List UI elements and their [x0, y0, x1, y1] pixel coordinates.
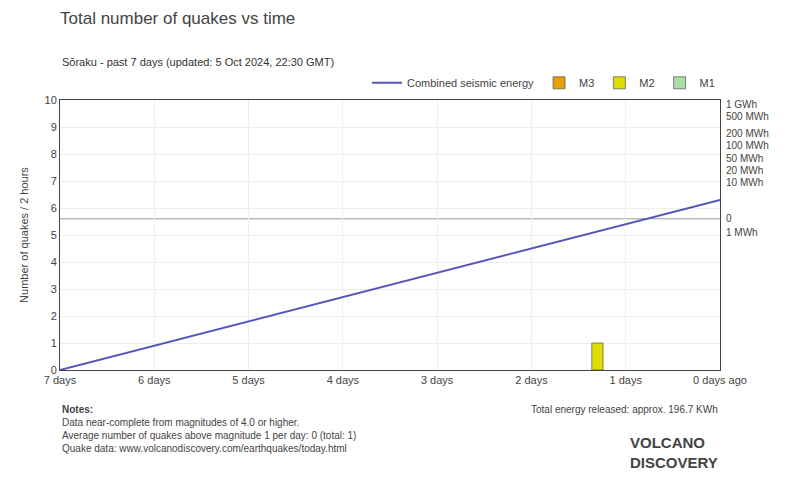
svg-text:Sōraku - past 7 days (updated:: Sōraku - past 7 days (updated: 5 Oct 202…: [62, 56, 334, 68]
svg-text:8: 8: [51, 148, 57, 160]
svg-text:M2: M2: [639, 77, 654, 89]
svg-text:1 GWh: 1 GWh: [726, 99, 757, 110]
svg-text:0: 0: [726, 213, 732, 224]
svg-text:5: 5: [51, 229, 57, 241]
svg-text:50 MWh: 50 MWh: [726, 153, 763, 164]
svg-text:2: 2: [51, 310, 57, 322]
svg-text:4 days: 4 days: [327, 374, 360, 386]
svg-text:5 days: 5 days: [232, 374, 265, 386]
svg-text:100 MWh: 100 MWh: [726, 140, 769, 151]
svg-text:0: 0: [51, 364, 57, 376]
svg-text:Number of quakes / 2 hours: Number of quakes / 2 hours: [18, 167, 30, 303]
svg-text:1 MWh: 1 MWh: [726, 227, 758, 238]
svg-text:1: 1: [51, 337, 57, 349]
svg-text:Combined seismic energy: Combined seismic energy: [407, 77, 534, 89]
svg-text:6 days: 6 days: [138, 374, 171, 386]
svg-text:VOLCANODISCOVERY: VOLCANODISCOVERY: [630, 434, 718, 471]
svg-text:M3: M3: [579, 77, 594, 89]
svg-text:6: 6: [51, 202, 57, 214]
svg-text:M1: M1: [700, 77, 715, 89]
svg-text:10 MWh: 10 MWh: [726, 177, 763, 188]
svg-text:500 MWh: 500 MWh: [726, 111, 769, 122]
svg-text:Total number of quakes vs time: Total number of quakes vs time: [60, 9, 295, 28]
svg-text:1 days: 1 days: [609, 374, 642, 386]
svg-text:2 days: 2 days: [515, 374, 548, 386]
svg-text:3: 3: [51, 283, 57, 295]
svg-text:0 days ago: 0 days ago: [693, 374, 747, 386]
svg-text:Notes:Data near-complete from: Notes:Data near-complete from magnitudes…: [62, 404, 356, 454]
svg-text:7: 7: [51, 175, 57, 187]
svg-text:7 days: 7 days: [44, 374, 77, 386]
svg-text:10: 10: [45, 94, 57, 106]
svg-text:Total energy released: approx.: Total energy released: approx. 196.7 KWh: [531, 404, 718, 415]
svg-text:4: 4: [51, 256, 57, 268]
svg-text:20 MWh: 20 MWh: [726, 165, 763, 176]
svg-text:200 MWh: 200 MWh: [726, 128, 769, 139]
svg-text:3 days: 3 days: [421, 374, 454, 386]
svg-text:9: 9: [51, 121, 57, 133]
